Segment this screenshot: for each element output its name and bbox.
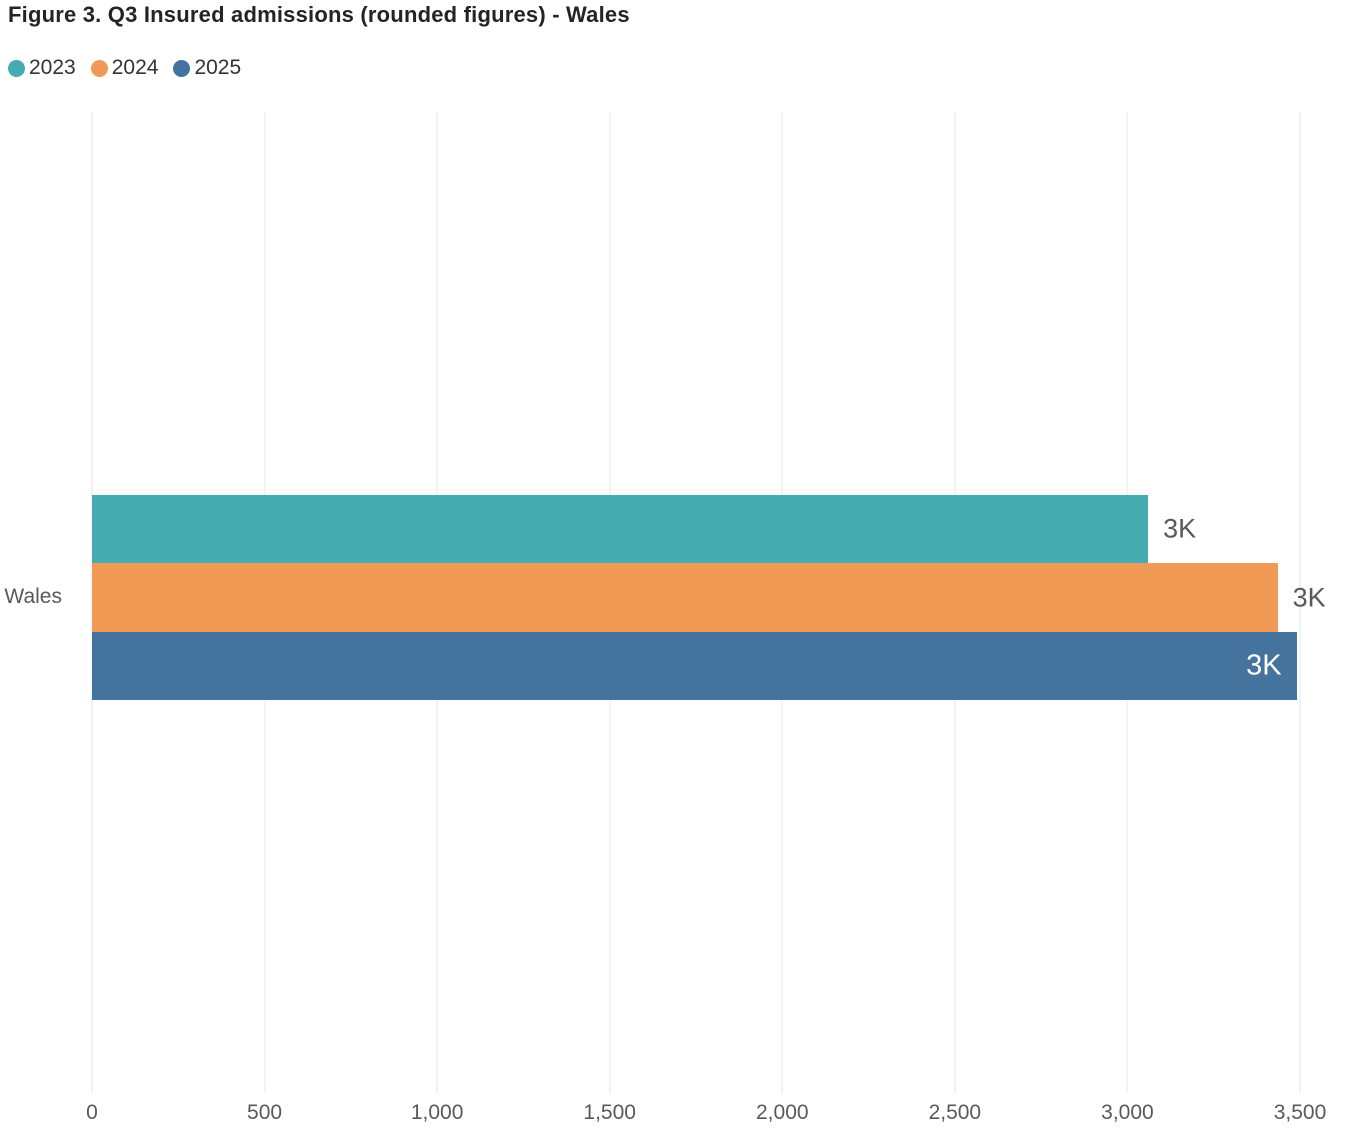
legend-label: 2023 (29, 56, 76, 79)
bar-2025-wales[interactable]: 3K (92, 631, 1297, 701)
category-label-wales: Wales (4, 585, 62, 608)
x-tick-label-3500: 3,500 (1273, 1101, 1327, 1124)
bar-2023-wales[interactable]: 3K (92, 495, 1196, 564)
legend-marker-icon (90, 59, 108, 77)
legend-label: 2024 (111, 56, 159, 79)
legend-item-2023[interactable]: 2023 (8, 56, 76, 80)
legend-label: 2025 (194, 56, 242, 79)
bar-value-label-2024: 3K (1292, 582, 1326, 613)
legend: 2023 2024 2025 (8, 56, 241, 80)
legend-item-2025[interactable]: 2025 (173, 56, 241, 80)
bar-value-label-2025: 3K (1246, 649, 1282, 682)
legend-item-2024[interactable]: 2024 (90, 56, 159, 80)
x-tick-label-0: 0 (86, 1101, 98, 1124)
x-tick-label-3000: 3,000 (1101, 1101, 1154, 1124)
x-axis: 0 500 1,000 1,500 2,000 2,500 3,000 3,500 (86, 1101, 1326, 1131)
chart-title: Figure 3. Q3 Insured admissions (rounded… (8, 2, 630, 27)
x-tick-label-500: 500 (247, 1101, 283, 1124)
x-tick-label-2500: 2,500 (928, 1101, 982, 1124)
gridline-3500 (1299, 112, 1301, 1093)
bar-value-label-2023: 3K (1163, 513, 1197, 544)
legend-marker-icon (8, 59, 25, 77)
x-tick-label-1500: 1,500 (583, 1101, 636, 1124)
legend-marker-icon (173, 59, 191, 77)
x-tick-label-2000: 2,000 (756, 1101, 809, 1124)
bar-group-wales: 3K 3K 3K (92, 495, 1326, 701)
x-tick-label-1000: 1,000 (410, 1101, 464, 1124)
bar-2024-wales[interactable]: 3K (92, 563, 1326, 632)
plot-area: 3K 3K 3K 0 500 1,000 1,500 2,000 2,500 3,000 3,50… (86, 0, 1326, 1131)
